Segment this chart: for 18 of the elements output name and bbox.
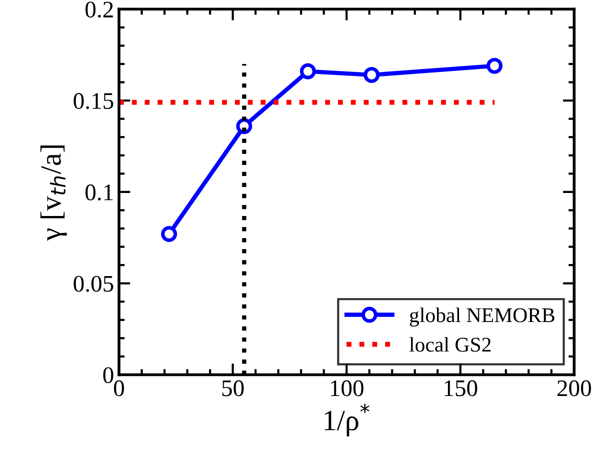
y-axis-title: γ [v$_{th}$/a] xyxy=(40,146,67,241)
x-axis-title: 1/ρ$^{*}$ xyxy=(324,404,370,436)
y-tick-label: 0.2 xyxy=(86,2,113,18)
legend-label: local GS2 xyxy=(409,337,491,352)
x-tick-label: 100 xyxy=(330,380,364,396)
point xyxy=(486,58,503,74)
y-tick-label: 0.15 xyxy=(74,93,114,110)
legend-label: global NEMORB xyxy=(410,308,554,327)
point xyxy=(364,66,380,83)
point xyxy=(161,226,178,242)
point xyxy=(300,63,316,80)
y-tick-label: 0.05 xyxy=(74,276,114,292)
x-tick-label: 0 xyxy=(114,380,124,396)
y-tick-label: 0.1 xyxy=(86,184,113,200)
x-tick-label: 150 xyxy=(444,380,478,396)
y-tick-label: 0 xyxy=(103,367,114,384)
x-tick-label: 200 xyxy=(558,380,591,396)
x-tick-label: 50 xyxy=(222,380,244,396)
